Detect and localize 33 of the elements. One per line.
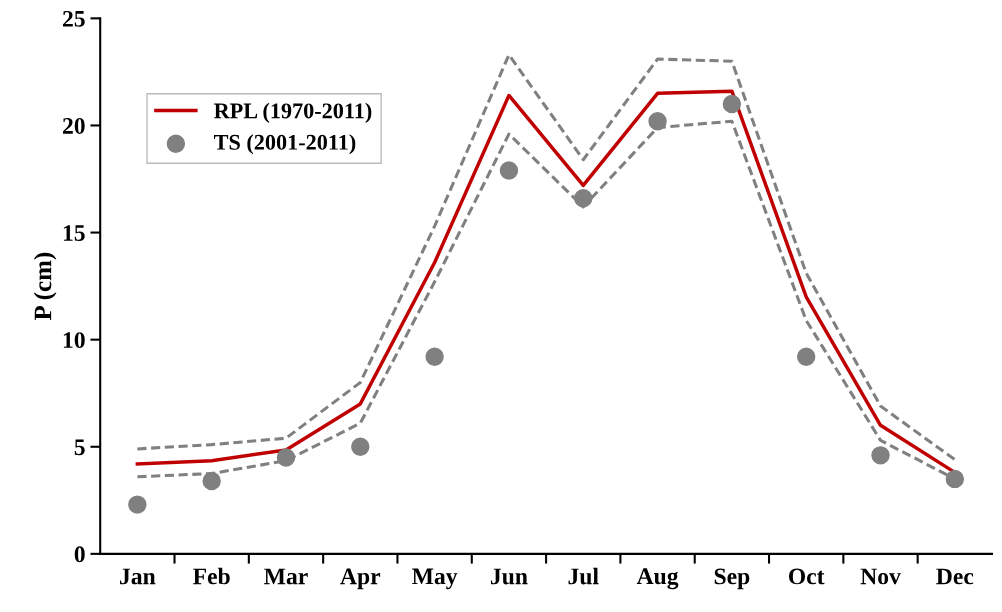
point	[796, 347, 816, 366]
y-tick-label: 5	[74, 439, 85, 456]
point	[871, 446, 890, 465]
x-tick-label: Nov	[860, 568, 901, 585]
y-tick-label: 25	[63, 10, 85, 27]
legend-label: RPL (1970-2011)	[214, 102, 372, 123]
x-tick-label: Dec	[936, 568, 974, 585]
y-tick-label: 10	[63, 332, 85, 349]
x-tick-label: Aug	[636, 568, 679, 590]
point	[351, 437, 370, 456]
point	[499, 161, 519, 180]
x-tick-label: Apr	[340, 568, 381, 590]
legend-label: TS (2001-2011)	[214, 134, 356, 155]
x-tick-label: Jun	[490, 568, 528, 585]
y-tick-label: 0	[74, 546, 85, 563]
point	[128, 495, 147, 514]
y-tick-label: 20	[63, 117, 85, 134]
point	[276, 448, 296, 467]
x-tick-label: Sep	[714, 568, 750, 590]
x-tick-label: Oct	[788, 568, 825, 585]
y-tick-label: 15	[63, 225, 85, 241]
point	[202, 471, 221, 491]
y-axis-title: P (cm)	[33, 252, 57, 321]
x-tick-label: Feb	[193, 567, 230, 585]
point	[945, 469, 965, 489]
x-tick-label: May	[412, 568, 458, 590]
point	[574, 189, 593, 208]
point	[425, 347, 444, 366]
x-tick-label: Jan	[120, 568, 156, 585]
x-tick-label: Jul	[568, 567, 599, 585]
x-tick-label: Mar	[264, 568, 308, 585]
point	[648, 111, 667, 131]
point	[722, 94, 742, 114]
